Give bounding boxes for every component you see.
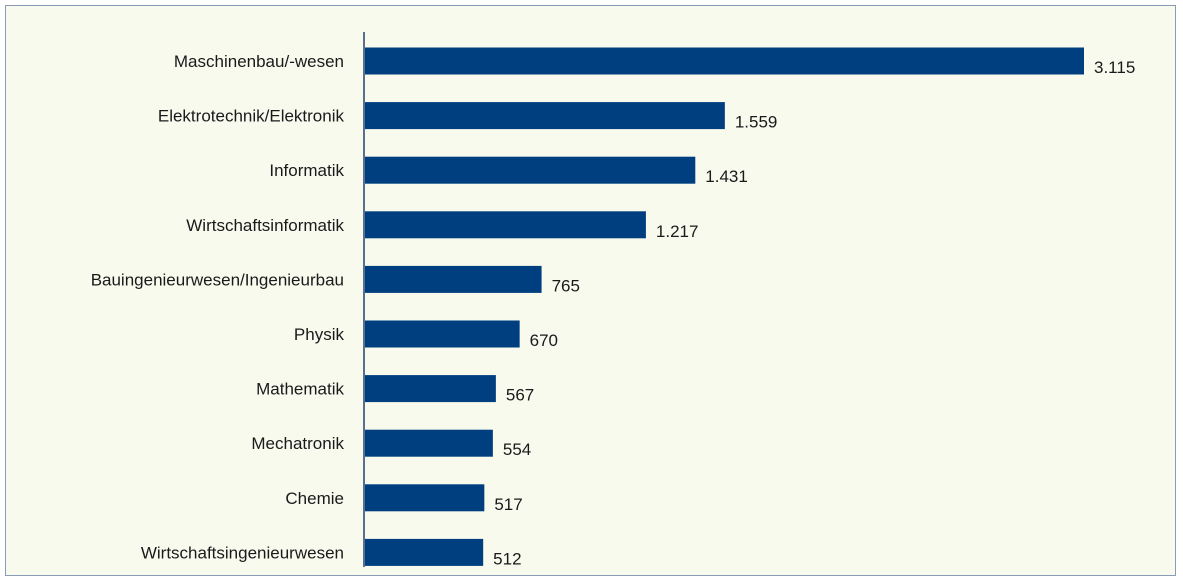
- category-label-0: Maschinenbau/-wesen: [174, 52, 344, 71]
- value-label-9: 512: [493, 549, 521, 568]
- bars-group: [365, 47, 1084, 566]
- category-label-1: Elektrotechnik/Elektronik: [158, 107, 345, 126]
- category-label-9: Wirtschaftsingenieurwesen: [141, 543, 344, 562]
- bar-1: [365, 102, 725, 130]
- bar-5: [365, 320, 520, 348]
- value-label-0: 3.115: [1094, 58, 1135, 77]
- bar-8: [365, 484, 485, 512]
- value-label-1: 1.559: [735, 113, 778, 132]
- value-label-2: 1.431: [705, 167, 748, 186]
- value-label-4: 765: [552, 276, 580, 295]
- bar-4: [365, 265, 542, 293]
- chart-frame: [5, 5, 1176, 576]
- value-label-3: 1.217: [656, 222, 699, 241]
- category-label-6: Mathematik: [256, 380, 344, 399]
- category-label-5: Physik: [294, 325, 345, 344]
- value-label-7: 554: [503, 440, 531, 459]
- value-label-5: 670: [530, 331, 558, 350]
- value-label-8: 517: [494, 495, 522, 514]
- value-label-6: 567: [506, 386, 534, 405]
- bar-3: [365, 211, 646, 239]
- bar-9: [365, 538, 484, 566]
- bar-6: [365, 375, 496, 403]
- category-label-3: Wirtschaftsinformatik: [186, 216, 344, 235]
- bar-0: [365, 47, 1084, 75]
- category-labels-group: Maschinenbau/-wesen Elektrotechnik/Elektr…: [91, 52, 345, 562]
- value-labels-group: 3.115 1.559 1.431 1.217 765 670 567 554 517 512: [493, 58, 1135, 568]
- bar-7: [365, 429, 493, 457]
- category-label-2: Informatik: [269, 161, 344, 180]
- category-label-7: Mechatronik: [251, 434, 344, 453]
- bar-2: [365, 156, 696, 184]
- category-label-4: Bauingenieurwesen/Ingenieurbau: [91, 270, 344, 289]
- category-label-8: Chemie: [285, 489, 344, 508]
